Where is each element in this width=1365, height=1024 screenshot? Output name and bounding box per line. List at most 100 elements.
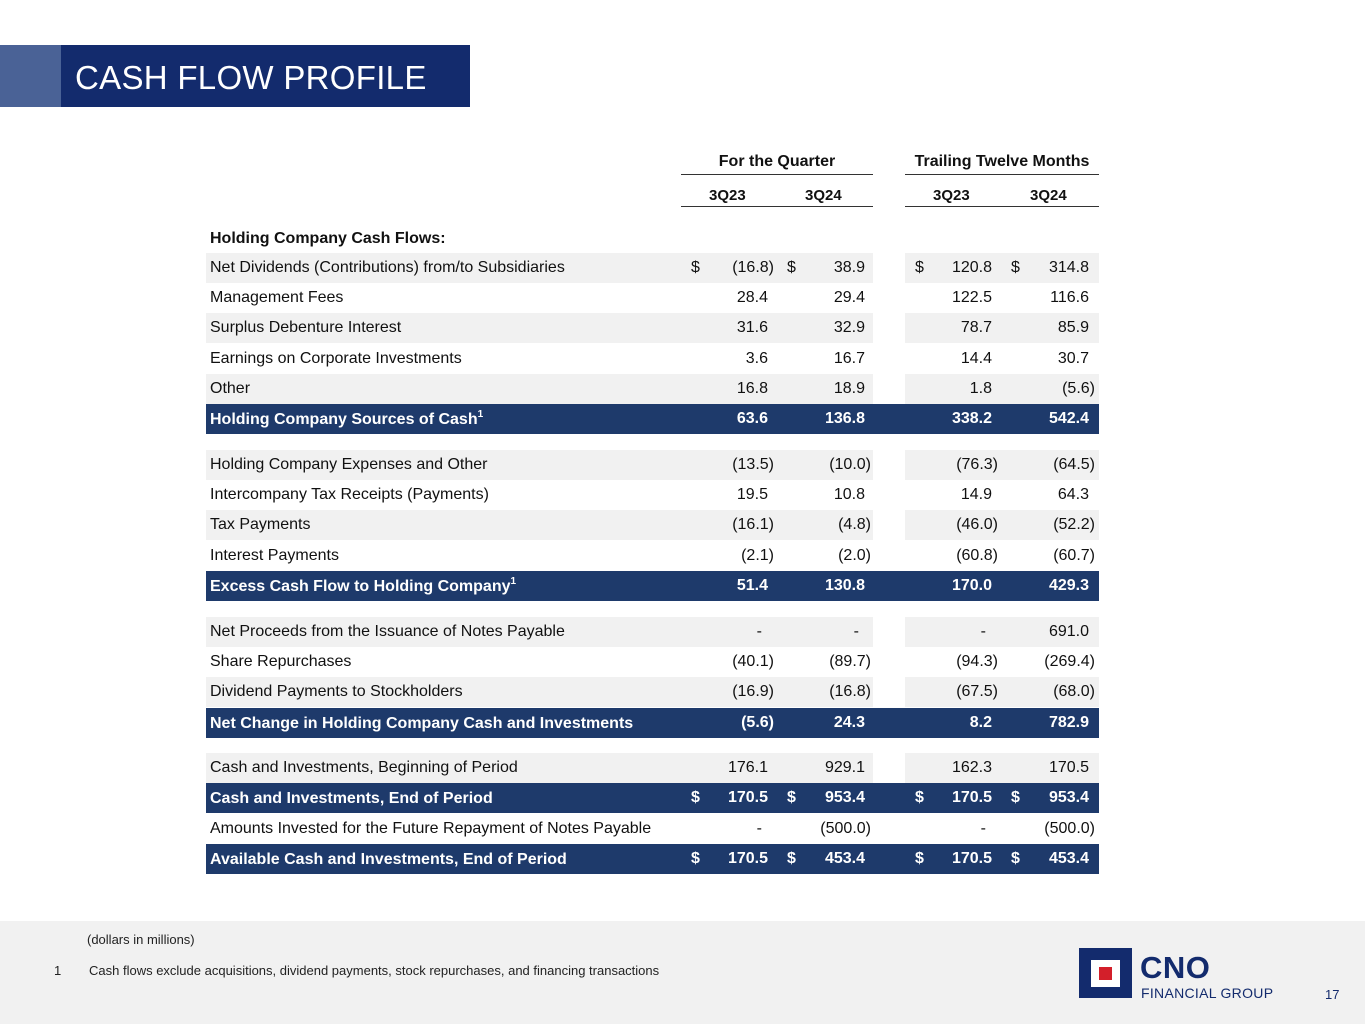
row-label-text: Tax Payments [210,516,311,533]
cell-value: 38.9 [833,259,865,276]
table-row: Tax Payments (16.1) (4.8) (46.0) (52.2) [206,510,1099,540]
row-label: Amounts Invested for the Future Repaymen… [210,820,651,838]
cell-value: 338.2 [951,410,992,427]
column-gap [873,253,905,283]
table-row: Cash and Investments, Beginning of Perio… [206,753,1099,783]
currency-symbol: $ [691,259,700,276]
col-header-rule-quarter [681,206,873,207]
cell-value: 314.8 [1048,259,1089,276]
cell-value: (500.0) [1044,820,1095,837]
cell-value: (16.9) [732,683,774,700]
cell-value: 170.5 [1048,759,1089,776]
table-row: Intercompany Tax Receipts (Payments) 19.5… [206,480,1099,510]
row-label-text: Dividend Payments to Stockholders [210,683,463,700]
units-note: (dollars in millions) [87,932,195,947]
cell-value: 691.0 [1048,623,1089,640]
currency-symbol: $ [1011,850,1020,867]
title-accent-bar [0,45,61,107]
row-label-text: Available Cash and Investments, End of P… [210,851,567,868]
cell-value: 542.4 [1048,410,1089,427]
footnote-marker: 1 [510,576,517,587]
col-header-ttm-3q23: 3Q23 [933,187,970,204]
cell-value: 120.8 [951,259,992,276]
cell-value: - [756,820,762,837]
cell-value: (67.5) [956,683,998,700]
cell-value: 14.4 [960,350,992,367]
page-title: CASH FLOW PROFILE [75,59,427,96]
row-label-text: Excess Cash Flow to Holding Company [210,578,511,595]
col-header-rule-ttm [905,206,1099,207]
row-label-text: Other [210,380,251,397]
footer: (dollars in millions) 1 Cash flows exclu… [0,921,1365,1024]
cell-value: 953.4 [1048,789,1089,806]
cell-value: - [756,623,762,640]
column-gap [873,450,905,480]
row-label-text: Net Dividends (Contributions) from/to Su… [210,259,565,276]
cell-value: 1.8 [969,380,992,397]
cell-value: 453.4 [824,850,865,867]
cell-value: (89.7) [829,653,871,670]
cell-value: 929.1 [824,759,865,776]
row-label-text: Management Fees [210,289,344,306]
cell-value: (269.4) [1044,653,1095,670]
cell-value: 170.5 [727,850,768,867]
cell-value: 30.7 [1057,350,1089,367]
cell-value: 162.3 [951,759,992,776]
table-row: Earnings on Corporate Investments 3.6 16.7… [206,344,1099,374]
table-total-row: Net Change in Holding Company Cash and I… [206,708,1099,738]
currency-symbol: $ [787,259,796,276]
cell-value: (46.0) [956,516,998,533]
cell-value: (16.1) [732,516,774,533]
cell-value: 24.3 [833,714,865,731]
row-label: Net Dividends (Contributions) from/to Su… [210,259,565,277]
cell-value: 782.9 [1048,714,1089,731]
cell-value: - [980,820,986,837]
row-label: Earnings on Corporate Investments [210,350,462,368]
row-label: Interest Payments [210,547,339,565]
col-header-q-3q24: 3Q24 [805,187,842,204]
cell-value: 170.5 [951,789,992,806]
cell-value: 10.8 [833,486,865,503]
cell-value: (40.1) [732,653,774,670]
row-label: Tax Payments [210,516,310,534]
cell-value: 78.7 [960,319,992,336]
cell-value: (10.0) [829,456,871,473]
cell-value: 28.4 [736,289,768,306]
table-row: Dividend Payments to Stockholders (16.9) (… [206,677,1099,707]
cell-value: 122.5 [951,289,992,306]
currency-symbol: $ [915,789,924,806]
footnote-number: 1 [54,963,62,978]
row-label: Management Fees [210,289,343,307]
cell-value: (52.2) [1053,516,1095,533]
logo-subtitle: FINANCIAL GROUP [1141,985,1274,1001]
column-gap [873,677,905,707]
cell-value: 16.8 [736,380,768,397]
table-row: Interest Payments (2.1) (2.0) (60.8) (60.7) [206,541,1099,571]
currency-symbol: $ [915,850,924,867]
column-gap [873,510,905,540]
cell-value: 953.4 [824,789,865,806]
row-label-text: Holding Company Sources of Cash [210,411,478,428]
table-row: Holding Company Expenses and Other (13.5)… [206,450,1099,480]
table-row: Surplus Debenture Interest 31.6 32.9 78.7 85… [206,313,1099,343]
row-label: Surplus Debenture Interest [210,319,401,337]
cell-value: (16.8) [829,683,871,700]
currency-symbol: $ [915,259,924,276]
cell-value: (5.6) [1062,380,1095,397]
cno-logo-icon [1079,948,1132,998]
section-heading: Holding Company Cash Flows: [210,230,446,247]
currency-symbol: $ [1011,259,1020,276]
cell-value: 85.9 [1057,319,1089,336]
cell-value: (4.8) [838,516,871,533]
cell-value: - [980,623,986,640]
page-number: 17 [1325,987,1340,1002]
cell-value: (60.8) [956,547,998,564]
row-label: Share Repurchases [210,653,351,671]
cell-value: 16.7 [833,350,865,367]
logo-wordmark: CNO [1140,950,1211,985]
table-row: Other 16.8 18.9 1.8 (5.6) [206,374,1099,404]
cell-value: (16.8) [732,259,774,276]
cell-value: (2.1) [741,547,774,564]
column-gap [873,617,905,647]
table-row: Management Fees 28.4 29.4 122.5 116.6 [206,283,1099,313]
